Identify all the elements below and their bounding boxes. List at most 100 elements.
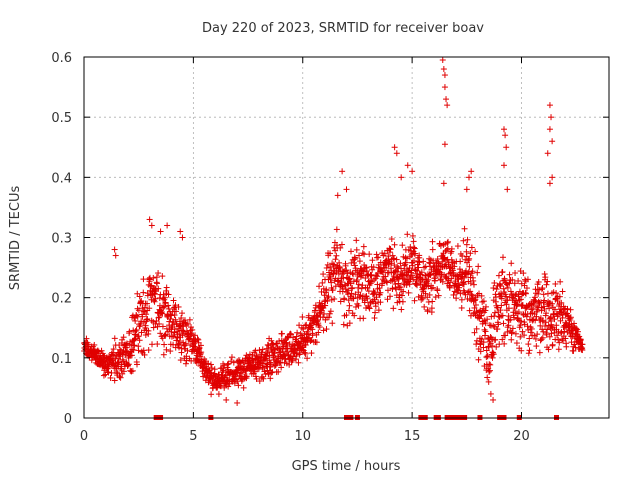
data-point [133, 312, 140, 319]
data-point [466, 307, 473, 314]
data-point [228, 354, 235, 361]
data-point [466, 174, 472, 181]
data-point [470, 277, 477, 284]
data-point [323, 264, 330, 271]
data-point [377, 299, 384, 306]
data-point [483, 347, 490, 354]
data-point [439, 57, 446, 64]
data-point [434, 255, 441, 262]
data-point [532, 297, 539, 304]
data-point [358, 272, 365, 279]
data-point [126, 328, 133, 335]
data-point [401, 262, 408, 269]
data-point [498, 295, 505, 302]
data-point [473, 325, 480, 332]
data-point [350, 271, 357, 278]
data-point [143, 311, 150, 318]
data-point [541, 305, 548, 312]
data-point [500, 285, 507, 292]
data-point [156, 314, 163, 321]
data-point [419, 276, 426, 283]
data-point [343, 267, 350, 274]
data-point [338, 279, 345, 286]
data-point [343, 186, 350, 193]
data-point [160, 304, 167, 311]
data-point [499, 336, 506, 343]
data-point [148, 222, 155, 229]
data-point [557, 330, 564, 337]
data-point [177, 357, 184, 364]
data-point [436, 268, 443, 275]
data-point [259, 346, 266, 353]
data-point [329, 320, 336, 327]
data-point [451, 263, 458, 270]
data-point [421, 303, 428, 310]
data-point [544, 150, 551, 157]
data-point [482, 328, 489, 335]
data-point [546, 333, 553, 340]
data-point [571, 320, 578, 327]
data-point [542, 274, 549, 281]
data-point [268, 369, 275, 376]
data-point [159, 273, 166, 280]
data-point [387, 293, 394, 300]
data-point [496, 314, 503, 321]
x-tick-label: 20 [513, 429, 530, 444]
data-point [535, 278, 542, 285]
data-point [470, 281, 477, 288]
data-point [454, 243, 461, 250]
data-point [412, 250, 419, 257]
data-point [536, 286, 543, 293]
data-point [499, 254, 506, 261]
data-point [526, 347, 533, 354]
data-point [304, 328, 311, 335]
data-point [429, 284, 436, 291]
data-point [220, 367, 227, 374]
data-point [334, 192, 341, 199]
data-point [485, 344, 492, 351]
data-point [549, 341, 556, 348]
data-point [252, 347, 259, 354]
data-point [349, 284, 356, 291]
data-point [472, 301, 479, 308]
data-point [171, 312, 178, 319]
data-point [300, 326, 307, 333]
data-point [116, 373, 123, 380]
data-point [460, 237, 467, 244]
data-point [505, 322, 512, 329]
data-point [165, 305, 172, 312]
data-point [480, 298, 487, 305]
data-point [460, 281, 467, 288]
data-point [429, 238, 436, 245]
data-point [276, 338, 283, 345]
data-point [557, 278, 564, 285]
data-point [484, 374, 491, 381]
data-point [256, 378, 263, 385]
data-point [98, 347, 105, 354]
data-point [572, 344, 579, 351]
data-point [518, 318, 525, 325]
data-point [481, 326, 488, 333]
data-point [359, 282, 366, 289]
data-point [325, 293, 332, 300]
data-point [556, 293, 563, 300]
data-point [381, 250, 388, 257]
data-point [355, 289, 362, 296]
data-point [447, 279, 454, 286]
data-point [504, 186, 511, 193]
data-point [518, 347, 525, 354]
data-point [134, 361, 141, 368]
data-point [522, 290, 529, 297]
data-point [508, 336, 515, 343]
data-point [337, 298, 344, 305]
data-point [461, 225, 468, 232]
data-point [364, 295, 371, 302]
data-point [293, 333, 300, 340]
data-point [508, 329, 515, 336]
data-point [179, 310, 186, 317]
data-point [116, 346, 123, 353]
data-point [175, 344, 182, 351]
data-point [509, 276, 516, 283]
data-point [321, 310, 328, 317]
